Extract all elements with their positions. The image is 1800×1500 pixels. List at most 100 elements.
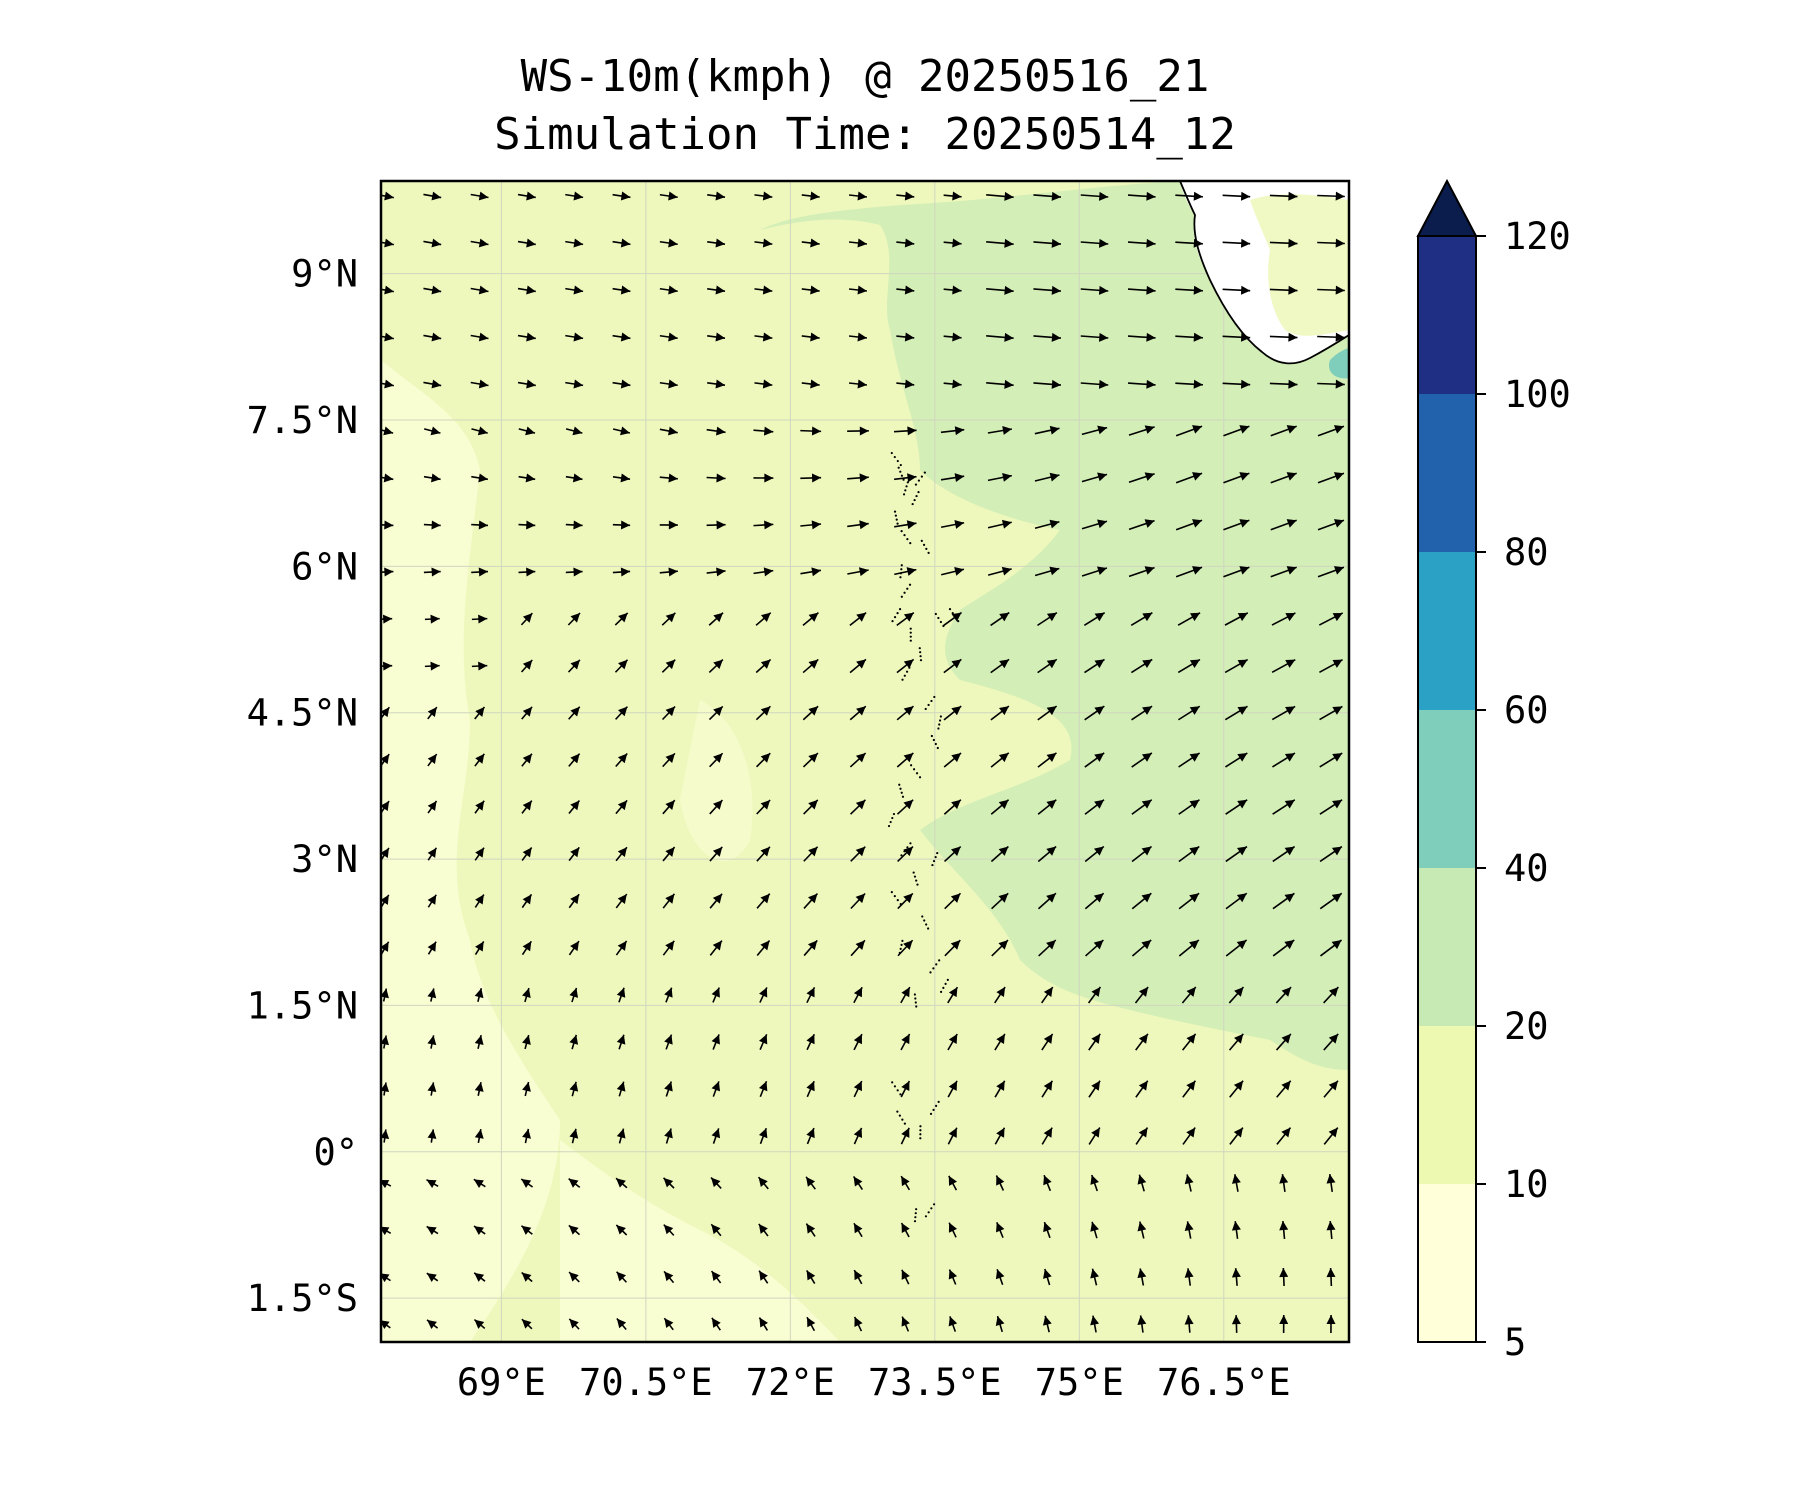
wind-arrow xyxy=(659,238,678,248)
wind-arrow xyxy=(1084,799,1105,815)
wind-arrow xyxy=(1175,379,1203,389)
wind-arrow xyxy=(474,753,485,767)
atoll-dot xyxy=(905,670,909,673)
wind-arrow xyxy=(521,753,533,767)
wind-arrow xyxy=(1319,892,1343,910)
wind-arrow xyxy=(1318,612,1344,626)
colorbar-segment xyxy=(1418,710,1476,868)
wind-arrow xyxy=(708,658,724,674)
wind-arrow xyxy=(711,987,720,1003)
wind-arrow xyxy=(565,379,584,389)
wind-arrow xyxy=(1270,472,1297,484)
wind-arrow xyxy=(987,519,1012,529)
wind-arrow xyxy=(948,1269,958,1285)
atoll-dot xyxy=(918,776,922,779)
wind-arrow xyxy=(900,1033,911,1051)
wind-arrow xyxy=(893,426,917,436)
atoll-dot xyxy=(920,475,923,478)
wind-arrow xyxy=(801,191,820,201)
lat-tick-label: 4.5°N xyxy=(247,692,358,735)
wind-arrow xyxy=(757,1176,769,1190)
wind-arrow xyxy=(659,379,678,389)
wind-arrow xyxy=(381,191,394,201)
wind-arrow xyxy=(1184,1268,1194,1286)
wind-arrow xyxy=(1135,1080,1149,1098)
atoll-dot xyxy=(914,997,917,1000)
colorbar-segment xyxy=(1418,552,1476,710)
atoll-dot xyxy=(912,871,915,874)
wind-arrow xyxy=(1175,472,1203,484)
wind-arrow xyxy=(473,1225,486,1235)
wind-arrow xyxy=(568,940,580,956)
wind-arrow xyxy=(1317,472,1345,484)
wind-arrow xyxy=(381,379,394,389)
colorbar-segment xyxy=(1418,394,1476,552)
atoll-dot xyxy=(909,631,912,634)
wind-arrow xyxy=(381,1129,390,1143)
atoll-dot xyxy=(934,612,937,616)
atoll-dot xyxy=(898,608,902,611)
atoll-dot xyxy=(889,820,892,824)
wind-arrow xyxy=(803,799,819,815)
wind-arrow xyxy=(521,893,533,909)
wind-arrow xyxy=(1081,566,1108,577)
wind-arrow xyxy=(1137,1315,1147,1333)
atoll-dot xyxy=(893,455,896,459)
wind-arrow xyxy=(849,705,867,721)
wind-arrow xyxy=(1081,519,1108,530)
atoll-dot xyxy=(903,1122,906,1125)
wind-arrow xyxy=(900,986,911,1004)
wind-arrow xyxy=(1175,519,1203,531)
wind-arrow xyxy=(802,752,819,768)
map-frame xyxy=(379,179,1351,1344)
atoll-dot xyxy=(913,993,916,996)
wind-arrow xyxy=(1177,612,1201,626)
wind-arrow xyxy=(987,472,1012,482)
wind-arrow xyxy=(522,1081,531,1097)
wind-arrow xyxy=(1270,425,1297,437)
atoll-dot xyxy=(924,1215,928,1218)
wind-arrow xyxy=(848,379,868,389)
atoll-dot xyxy=(913,1220,917,1223)
low-speed-patch-west xyxy=(381,360,560,1342)
atoll-dot xyxy=(915,1005,918,1008)
wind-arrow xyxy=(853,1269,863,1285)
wind-arrow xyxy=(520,659,533,673)
wind-arrow xyxy=(943,752,962,768)
wind-arrow xyxy=(1317,191,1345,201)
atoll-dot xyxy=(901,939,904,942)
wind-arrow xyxy=(709,846,723,862)
wind-arrow xyxy=(753,473,774,483)
atoll-dot xyxy=(901,1118,904,1121)
wind-arrow xyxy=(423,426,441,436)
wind-arrow xyxy=(801,238,820,248)
wind-arrow xyxy=(612,332,631,342)
atoll-dot xyxy=(932,859,936,863)
wind-arrow xyxy=(1080,238,1109,248)
atoll-dot xyxy=(890,890,893,894)
wind-arrow xyxy=(1175,332,1203,342)
wind-arrow xyxy=(517,379,536,389)
wind-arrow xyxy=(708,705,724,721)
wind-arrow xyxy=(758,1223,769,1237)
atoll-dot xyxy=(898,783,901,786)
atoll-dot xyxy=(929,971,932,974)
wind-arrow xyxy=(894,567,917,576)
wind-arrow xyxy=(943,238,962,248)
wind-arrow xyxy=(901,1316,910,1332)
wind-arrow xyxy=(948,1222,958,1238)
wind-arrow xyxy=(1084,658,1105,674)
wind-arrow xyxy=(1177,705,1201,721)
atoll-dot xyxy=(937,727,940,730)
atoll-dot xyxy=(925,923,928,926)
colorbar-tick-label: 5 xyxy=(1504,1321,1526,1364)
wind-arrow xyxy=(896,611,915,627)
wind-arrow xyxy=(471,520,489,530)
wind-arrow xyxy=(1317,238,1345,248)
wind-arrow xyxy=(706,426,726,436)
atoll-dot xyxy=(900,474,904,477)
wind-arrow xyxy=(1222,379,1251,389)
atoll-dot xyxy=(919,651,922,654)
wind-arrow xyxy=(474,706,486,720)
atoll-dot xyxy=(937,1100,940,1103)
